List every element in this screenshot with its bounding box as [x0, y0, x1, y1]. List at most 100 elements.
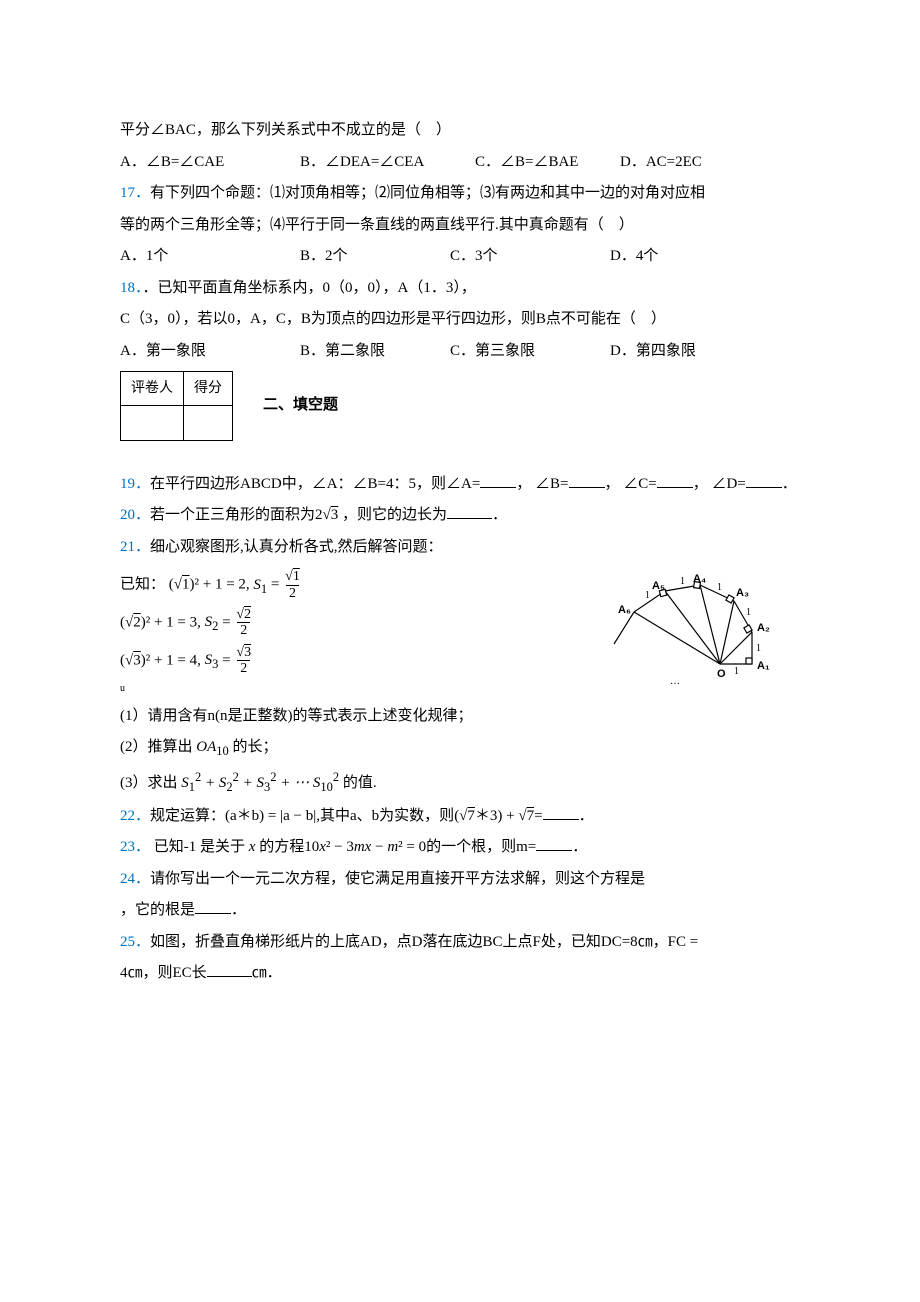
q21-eq2-frac: √2 2: [236, 607, 251, 639]
score-blank1: [121, 406, 184, 440]
q17-text1: 有下列四个命题：⑴对顶角相等；⑵同位角相等；⑶有两边和其中一边的对角对应相: [150, 185, 705, 201]
q21-eq2-lhs: (√2)² + 1 = 3,: [120, 614, 205, 630]
q21-eq3-lhs: (√3)² + 1 = 4,: [120, 652, 205, 668]
q19-end: ．: [782, 476, 797, 492]
q21-equations: 已知： (√1)² + 1 = 2, S1 = √1 2 (√2)² + 1 =…: [120, 569, 480, 694]
q20-radicand: 3: [331, 507, 339, 523]
q19: 19．在平行四边形ABCD中，∠A：∠B=4：5，则∠A= ， ∠B= ， ∠C= ，…: [120, 469, 800, 501]
q20-end: ．: [492, 507, 507, 523]
fig-e1: 1: [734, 666, 739, 677]
fig-e6: 1: [645, 590, 650, 601]
section2-title: 二、填空题: [263, 390, 338, 422]
q16-continuation: 平分∠BAC，那么下列关系式中不成立的是（ ）: [120, 115, 800, 147]
q18-text2: C（3，0），若以0，A，C，B为顶点的四边形是平行四边形，则B点不可能在（ ）: [120, 311, 666, 327]
q22-post: =: [534, 808, 542, 824]
q21-eq2: (√2)² + 1 = 3, S2 = √2 2: [120, 607, 480, 639]
q21-eq1: 已知： (√1)² + 1 = 2, S1 = √1 2: [120, 569, 480, 601]
q18-opt-a: A．第一象限: [120, 336, 300, 368]
q21-p2-pre: (2）推算出: [120, 739, 196, 755]
q25-num: 25．: [120, 934, 150, 950]
q21-part3: (3）求出 S12 + S22 + S32 + ⋯ S102 的值.: [120, 764, 800, 800]
q21-known: 已知：: [120, 577, 165, 593]
q18-line2: C（3，0），若以0，A，C，B为顶点的四边形是平行四边形，则B点不可能在（ ）: [120, 304, 800, 336]
q21-p3-expr: S12 + S22 + S32 + ⋯ S102: [181, 775, 339, 791]
q24-line1: 24．请你写出一个一元二次方程，使它满足用直接开平方法求解，则这个方程是: [120, 864, 800, 896]
q20-post: ，则它的边长为: [342, 507, 447, 523]
q19-mid2: ， ∠C=: [605, 476, 657, 492]
fig-e3: 1: [746, 607, 751, 618]
q23-pre: 已知-1 是关于: [150, 839, 245, 855]
q21-body: 已知： (√1)² + 1 = 2, S1 = √1 2 (√2)² + 1 =…: [120, 569, 800, 694]
q16-opt-d: D．AC=2EC: [620, 147, 702, 179]
q18-opt-d: D．第四象限: [610, 336, 696, 368]
q17-text2: 等的两个三角形全等；⑷平行于同一条直线的两直线平行.其中真命题有（ ）: [120, 217, 634, 233]
q20-blank[interactable]: [447, 504, 492, 519]
q24-num: 24．: [120, 871, 150, 887]
q22-end: ．: [579, 808, 594, 824]
q22-def: (a＊b) = |a − b|: [225, 808, 316, 824]
q21-eq3-s: S3: [205, 652, 219, 668]
q19-blank-d[interactable]: [746, 473, 782, 488]
fig-dots: …: [670, 676, 680, 687]
fig-e2: 1: [756, 643, 761, 654]
fig-a4: A₄: [693, 573, 706, 585]
q24-end: ．: [231, 902, 246, 918]
q24-line2: ，它的根是 ．: [120, 895, 800, 927]
q23-blank[interactable]: [536, 836, 572, 851]
q24-blank[interactable]: [195, 899, 231, 914]
q19-pre: 在平行四边形ABCD中，∠A：∠B=4：5，则∠A=: [150, 476, 480, 492]
q25-l2-pre: 4㎝，则EC长: [120, 965, 207, 981]
q21-p3-pre: (3）求出: [120, 775, 181, 791]
q21-p2-post: 的长；: [233, 739, 278, 755]
q23: 23． 已知-1 是关于 x 的方程10x² − 3mx − m² = 0的一个…: [120, 832, 800, 864]
q25-blank[interactable]: [207, 962, 252, 977]
fig-a1: A₁: [757, 660, 770, 672]
q23-eq: 10x² − 3mx − m² = 0: [304, 839, 426, 855]
q20-sqrt: √3: [323, 507, 339, 523]
q19-num: 19．: [120, 476, 150, 492]
q22-pre: 规定运算：: [150, 808, 225, 824]
q17-opt-c: C．3个: [450, 241, 610, 273]
q18-opt-b: B．第二象限: [300, 336, 450, 368]
q21-eq3: (√3)² + 1 = 4, S3 = √3 2: [120, 645, 480, 677]
q21-text: 细心观察图形,认真分析各式,然后解答问题：: [150, 539, 443, 555]
score-h1: 评卷人: [121, 372, 184, 406]
q24-text: 请你写出一个一元二次方程，使它满足用直接开平方法求解，则这个方程是: [150, 871, 645, 887]
q21-p2-sym: OA10: [196, 739, 229, 755]
q21-eq2-s: S2: [205, 614, 219, 630]
q25-line1: 25．如图，折叠直角梯形纸片的上底AD，点D落在底边BC上点F处，已知DC=8㎝…: [120, 927, 800, 959]
q19-blank-b[interactable]: [569, 473, 605, 488]
q19-mid1: ， ∠B=: [516, 476, 568, 492]
q19-blank-a[interactable]: [480, 473, 516, 488]
q23-mid2: 的一个根，则m=: [426, 839, 536, 855]
q18-options: A．第一象限 B．第二象限 C．第三象限 D．第四象限: [120, 336, 800, 368]
q22-expr: (√7＊3) + √7: [454, 808, 534, 824]
q23-mid1: 的方程: [259, 839, 304, 855]
q20: 20．若一个正三角形的面积为2√3 ，则它的边长为 ．: [120, 500, 800, 532]
q20-num: 20．: [120, 507, 150, 523]
q19-blank-c[interactable]: [657, 473, 693, 488]
q22: 22．规定运算：(a＊b) = |a − b|,其中a、b为实数，则(√7＊3)…: [120, 801, 800, 833]
q21-eq1-frac: √1 2: [285, 569, 300, 601]
q25-text: 如图，折叠直角梯形纸片的上底AD，点D落在底边BC上点F处，已知DC=8㎝，FC…: [150, 934, 698, 950]
section2-row: 评卷人 得分 二、填空题: [120, 371, 800, 441]
fig-a2: A₂: [757, 622, 770, 634]
q20-val-pre: 2: [315, 507, 323, 523]
q17-line1: 17．有下列四个命题：⑴对顶角相等；⑵同位角相等；⑶有两边和其中一边的对角对应相: [120, 178, 800, 210]
fig-a3: A₃: [736, 587, 749, 599]
q23-x: x: [249, 839, 256, 855]
q18-num: 18．: [120, 280, 143, 296]
q20-pre: 若一个正三角形的面积为: [150, 507, 315, 523]
fig-o: O: [717, 668, 726, 680]
q21-head: 21．细心观察图形,认真分析各式,然后解答问题：: [120, 532, 800, 564]
q21-num: 21．: [120, 539, 150, 555]
q25-line2: 4㎝，则EC长㎝．: [120, 958, 800, 990]
score-table: 评卷人 得分: [120, 371, 233, 441]
q23-num: 23．: [120, 839, 150, 855]
q21-eq3-frac: √3 2: [236, 645, 251, 677]
q21-p3-post: 的值.: [343, 775, 377, 791]
q19-mid3: ， ∠D=: [693, 476, 746, 492]
q17-opt-b: B．2个: [300, 241, 450, 273]
q24-l2-pre: ，它的根是: [120, 902, 195, 918]
q22-blank[interactable]: [543, 805, 579, 820]
